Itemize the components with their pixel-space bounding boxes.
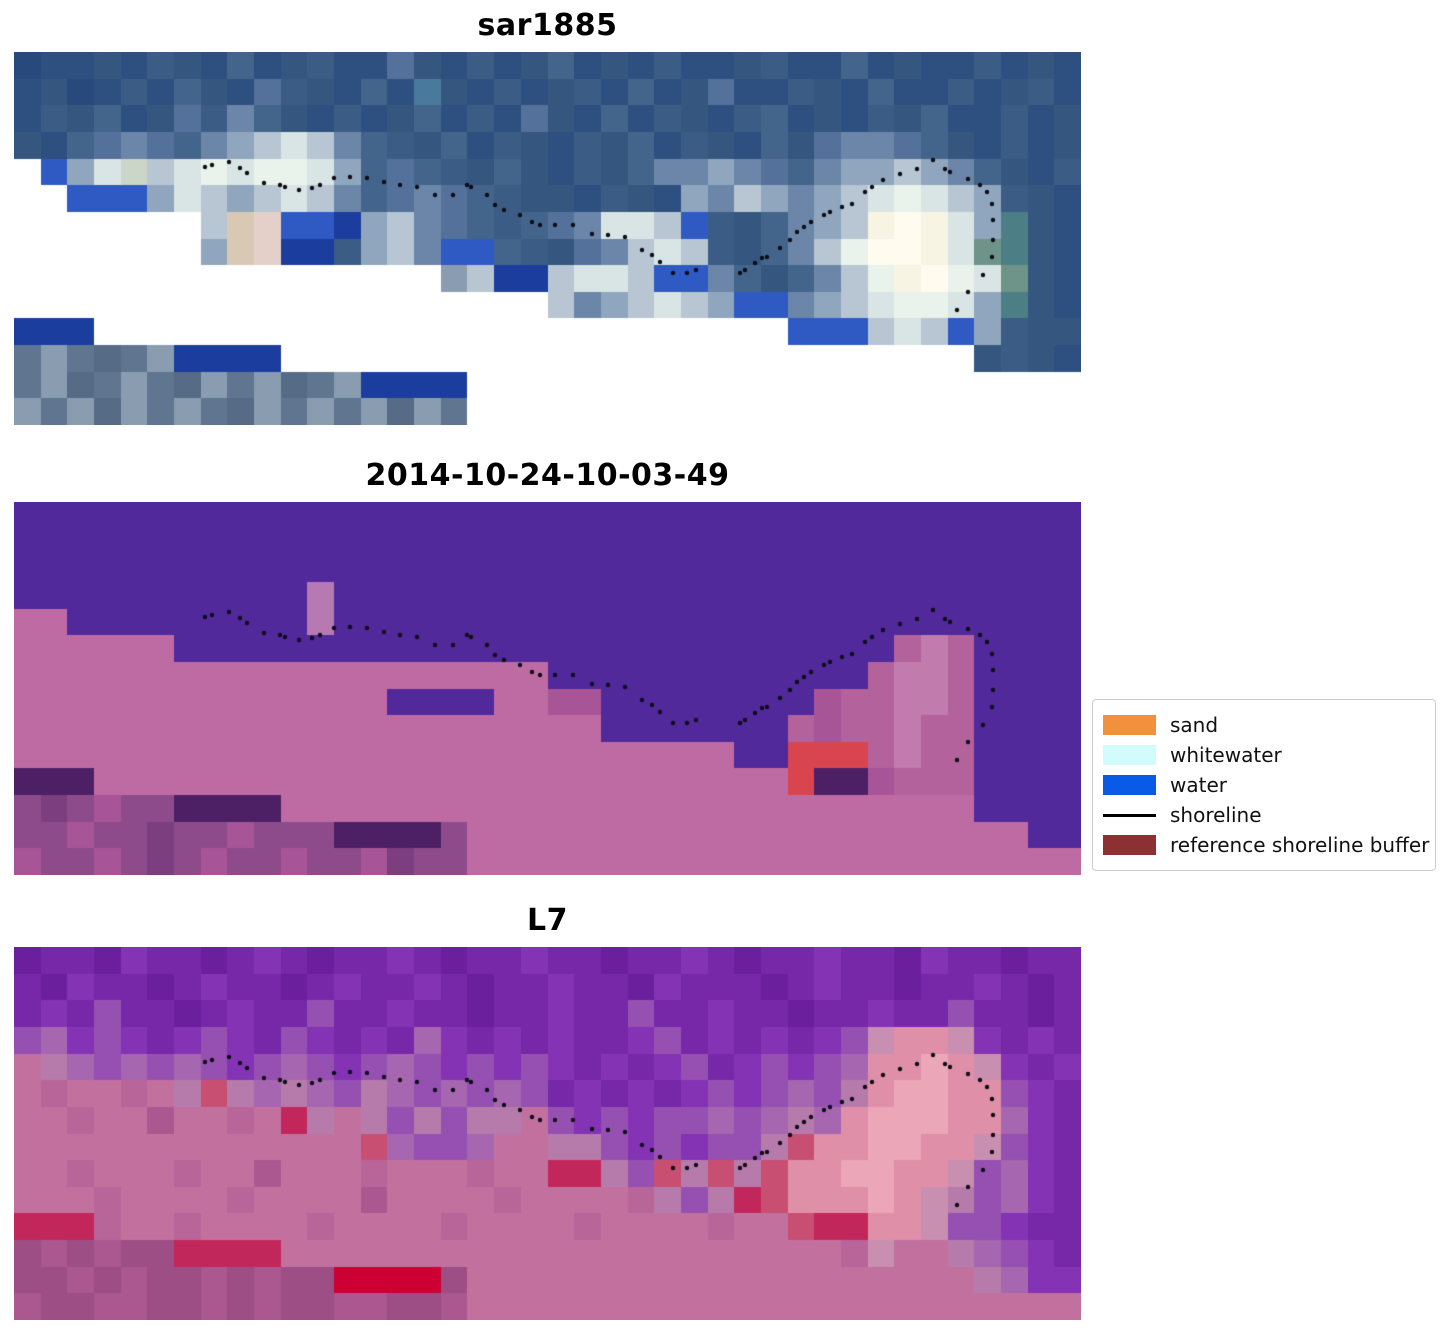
whitewater-swatch [1103, 745, 1156, 765]
legend-label-sand: sand [1170, 713, 1219, 737]
legend-box: sand whitewater water shoreline referenc… [1092, 699, 1436, 871]
legend-item-water: water [1103, 770, 1423, 800]
legend-label-whitewater: whitewater [1170, 743, 1282, 767]
panel-image-l7 [14, 947, 1081, 1320]
legend-label-water: water [1170, 773, 1227, 797]
legend-item-reference-buffer: reference shoreline buffer [1103, 830, 1429, 860]
water-swatch [1103, 775, 1156, 795]
reference-buffer-swatch [1103, 835, 1156, 855]
legend-item-whitewater: whitewater [1103, 740, 1423, 770]
legend-item-shoreline: shoreline [1103, 800, 1423, 830]
shoreline-line-swatch [1103, 813, 1156, 817]
panel-image-sar1885 [14, 52, 1081, 425]
legend-item-sand: sand [1103, 710, 1423, 740]
panel-title-l7: L7 [527, 903, 568, 938]
panel-title-sar1885: sar1885 [477, 8, 618, 43]
panel-image-classification [14, 502, 1081, 875]
sand-swatch [1103, 715, 1156, 735]
panel-title-date: 2014-10-24-10-03-49 [365, 458, 730, 493]
legend-label-shoreline: shoreline [1170, 803, 1262, 827]
legend-label-reference-buffer: reference shoreline buffer [1170, 833, 1430, 857]
